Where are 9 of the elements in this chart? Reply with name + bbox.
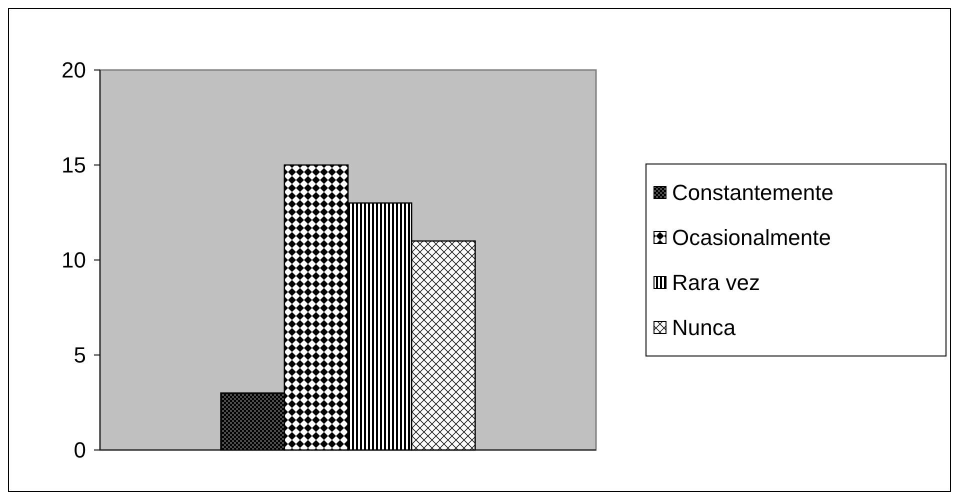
legend-label: Constantemente: [672, 180, 834, 206]
legend-label: Rara vez: [672, 270, 760, 296]
y-tick-label: 10: [62, 248, 86, 273]
legend-label: Ocasionalmente: [672, 225, 831, 250]
y-tick-label: 20: [62, 58, 86, 83]
y-tick-label: 5: [74, 342, 86, 368]
y-tick-label: 0: [74, 438, 86, 463]
legend-label: Nunca: [672, 315, 736, 340]
y-tick-label: 15: [62, 152, 86, 178]
